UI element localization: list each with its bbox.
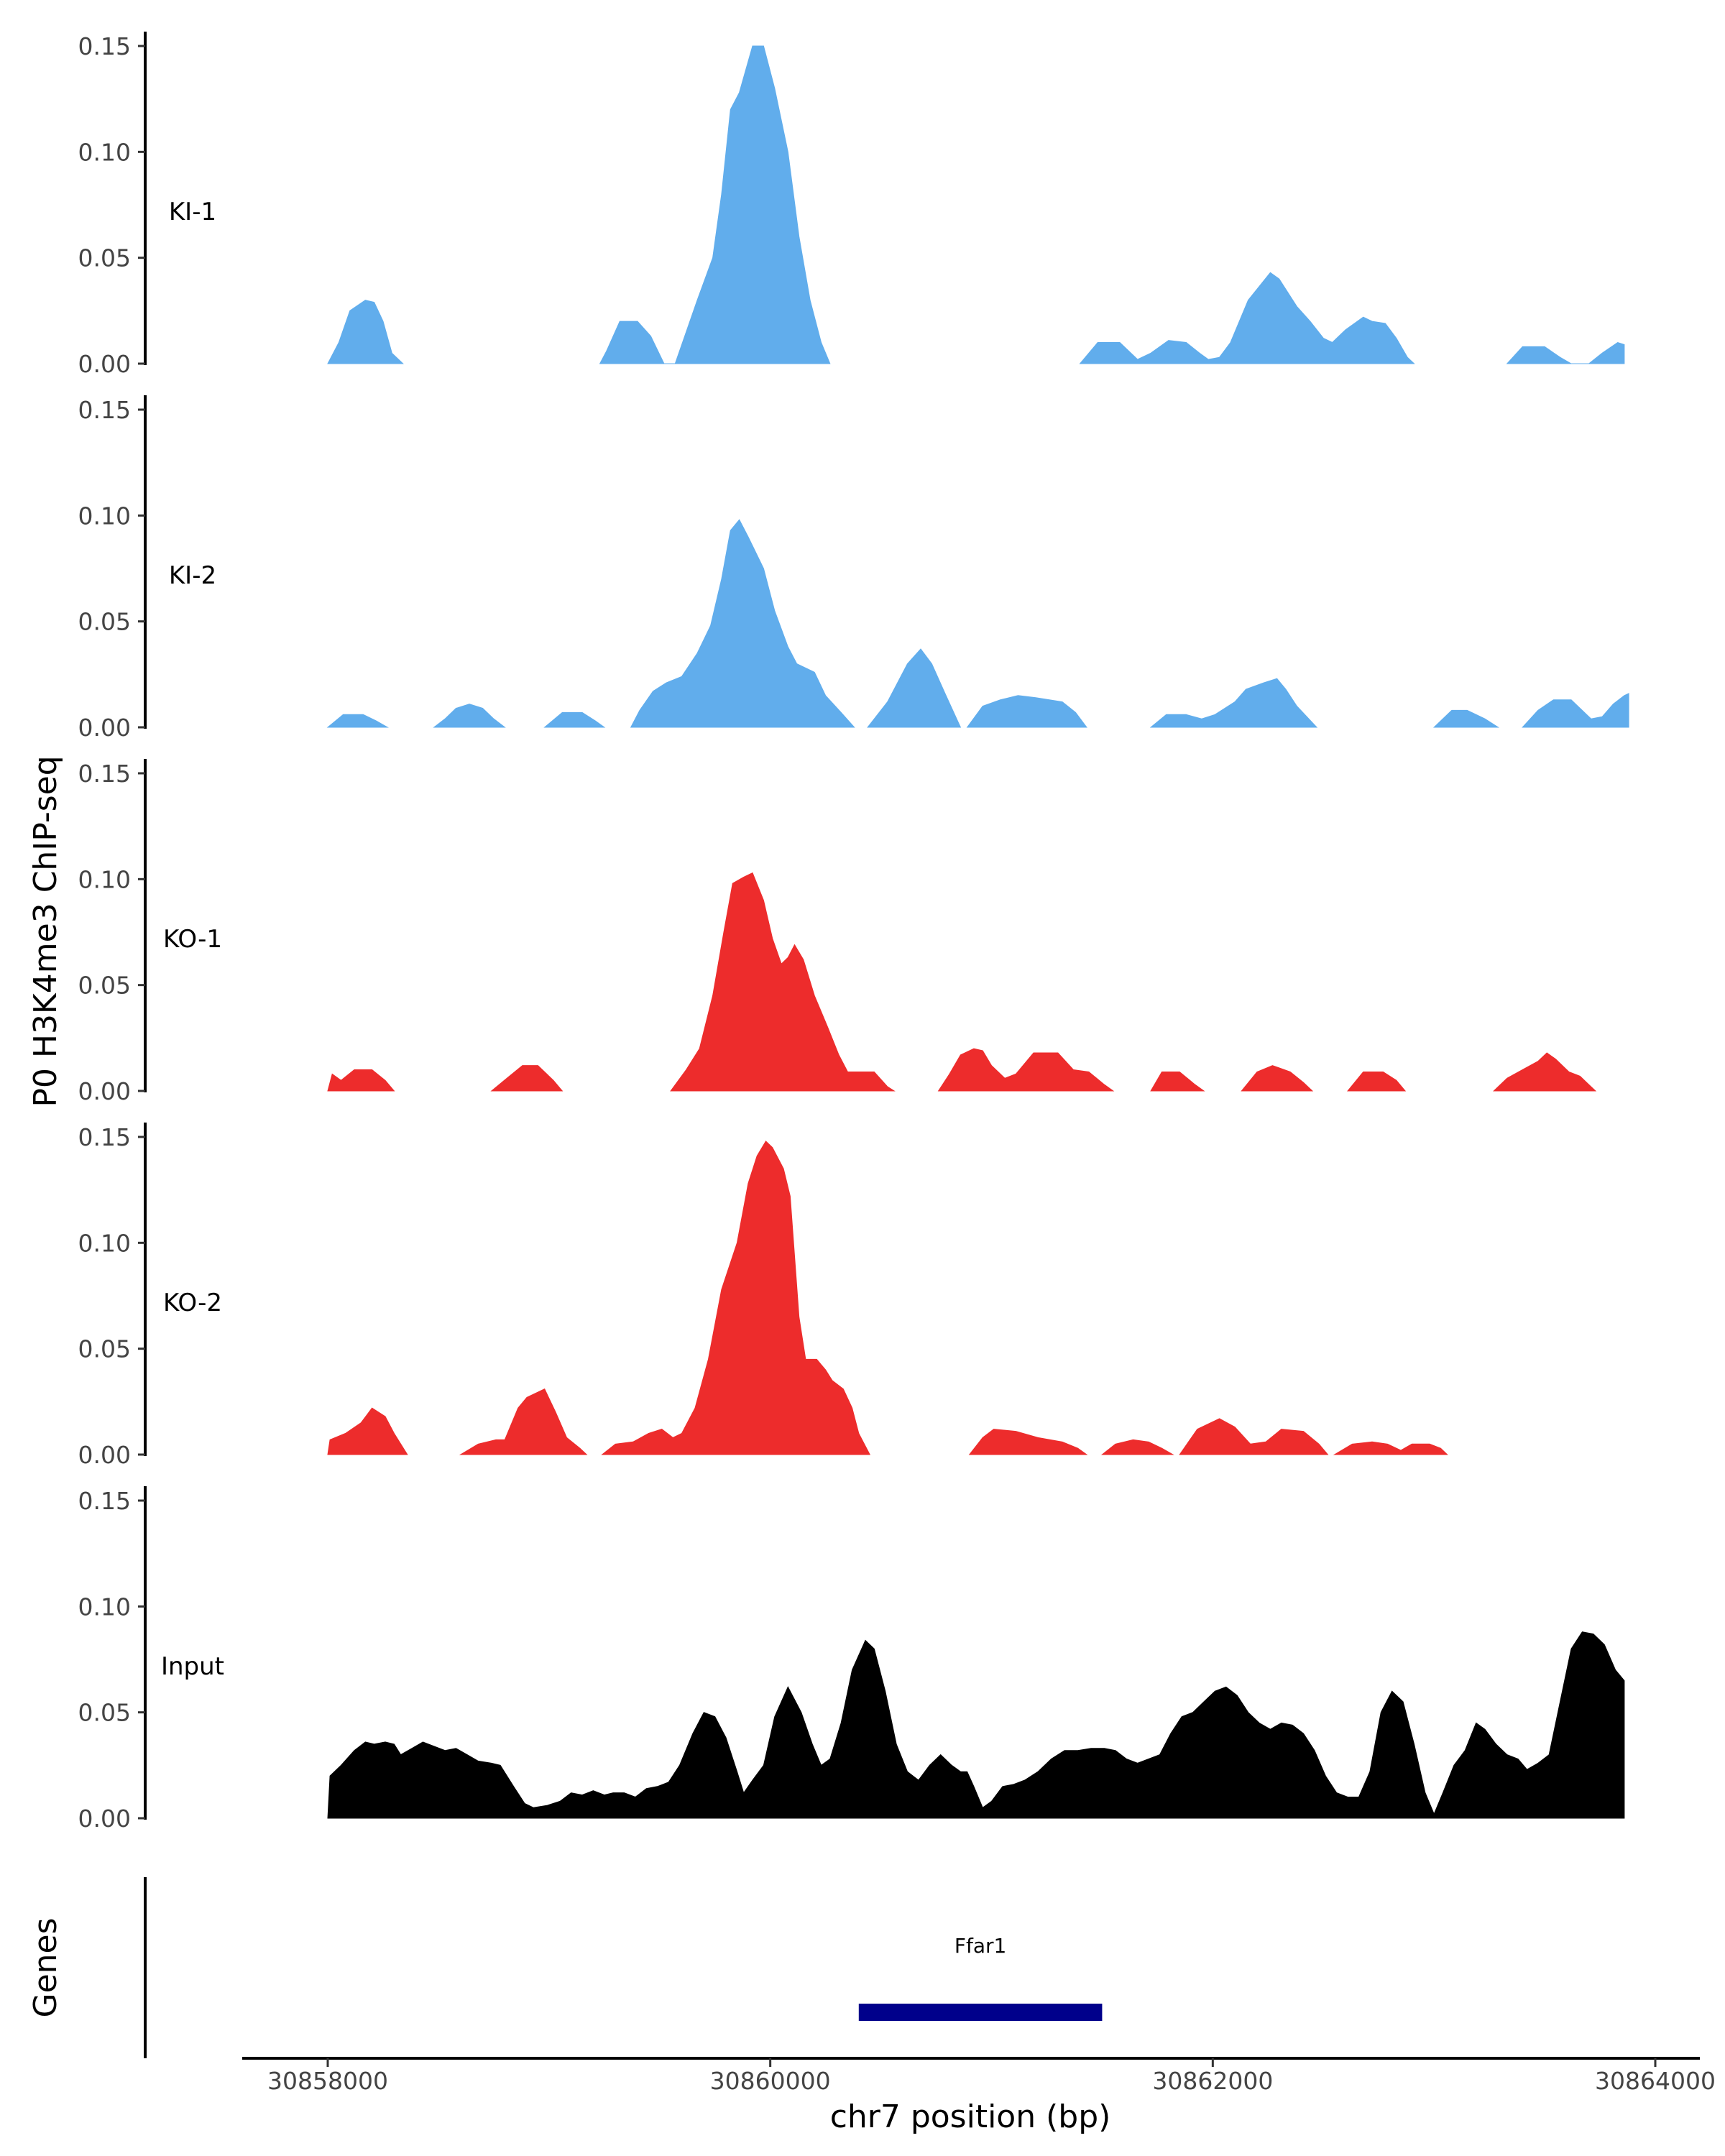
signal-area-ki-2-7 [1149, 678, 1318, 728]
gene-body-ffar1 [858, 2004, 1103, 2021]
signal-area-ko-2-5 [1100, 1439, 1174, 1455]
signal-area-ki-2-2 [433, 704, 506, 728]
signal-area-ko-2-7 [1333, 1441, 1448, 1455]
signal-area-ki-1-4 [1506, 341, 1625, 364]
gene-models: Ffar1 [858, 1934, 1103, 2021]
signal-area-ki-1-3 [1079, 272, 1415, 364]
y-tick-label: 0.15 [78, 760, 131, 788]
y-axis-title: P0 H3K4me3 ChIP-seq [27, 755, 64, 1107]
x-tick-label: 30864000 [1595, 2067, 1716, 2095]
y-tick-label: 0.00 [78, 1441, 131, 1469]
signal-area-ko-1-1 [327, 1069, 395, 1092]
signal-area-ki-2-1 [326, 714, 389, 728]
x-tick-label: 30862000 [1152, 2067, 1273, 2095]
x-axis-ticks: 30858000 30860000 30862000 30864000 [267, 2058, 1716, 2095]
x-tick-label: 30860000 [710, 2067, 831, 2095]
signal-area-ki-1-1 [327, 300, 404, 364]
signal-area-ki-2-3 [543, 711, 606, 728]
signal-area-ko-1-3 [670, 872, 896, 1092]
y-tick-label: 0.10 [78, 138, 131, 166]
y-tick-label: 0.15 [78, 396, 131, 424]
signal-area-ko-2-2 [459, 1388, 588, 1455]
signal-area-ko-2-3 [601, 1141, 871, 1455]
track-ki-1: 0.00 0.05 0.10 0.15 KI-1 [78, 32, 1625, 378]
track-ko-1: 0.00 0.05 0.10 0.15 KO-1 [78, 759, 1597, 1105]
y-tick-label: 0.05 [78, 1699, 131, 1727]
y-tick-label: 0.05 [78, 244, 131, 272]
track-label: KI-2 [169, 561, 216, 590]
y-tick-label: 0.15 [78, 32, 131, 60]
x-axis: 30858000 30860000 30862000 30864000 chr7 po… [242, 2057, 1716, 2135]
y-tick-label: 0.00 [78, 1077, 131, 1105]
signal-area-ko-1-6 [1241, 1065, 1314, 1092]
gene-label-ffar1: Ffar1 [954, 1934, 1006, 1958]
signal-area-ko-1-2 [490, 1065, 564, 1092]
gene-track: Genes Ffar1 [27, 1877, 1103, 2058]
y-tick-label: 0.05 [78, 1335, 131, 1363]
track-label: KO-2 [163, 1289, 222, 1317]
signal-area-ki-2-9 [1522, 693, 1629, 728]
signal-area-ko-1-4 [937, 1048, 1115, 1092]
track-label: KI-1 [169, 198, 216, 226]
gene-track-label: Genes [27, 1917, 64, 2017]
signal-tracks: 0.00 0.05 0.10 0.15 KI-1 0.00 0.05 0.10 0.15 KI-2… [78, 32, 1629, 1833]
track-label: Input [161, 1652, 224, 1681]
x-tick-label: 30858000 [267, 2067, 388, 2095]
x-axis-title: chr7 position (bp) [830, 2099, 1111, 2135]
y-tick-label: 0.10 [78, 1593, 131, 1621]
track-ki-2: 0.00 0.05 0.10 0.15 KI-2 [78, 395, 1629, 742]
signal-area-ki-1-2 [599, 45, 831, 364]
track-ko-2: 0.00 0.05 0.10 0.15 KO-2 [78, 1123, 1448, 1469]
signal-area-ko-1-8 [1493, 1052, 1597, 1092]
signal-area-ki-2-5 [867, 648, 962, 728]
signal-area-ko-2-1 [327, 1407, 408, 1455]
y-tick-label: 0.10 [78, 502, 131, 530]
signal-area-ko-2-4 [968, 1429, 1088, 1455]
signal-area-ki-2-8 [1432, 709, 1500, 728]
y-tick-label: 0.10 [78, 865, 131, 893]
y-tick-label: 0.00 [78, 350, 131, 378]
signal-area-ko-1-7 [1347, 1072, 1407, 1092]
y-tick-label: 0.15 [78, 1487, 131, 1515]
y-tick-label: 0.05 [78, 972, 131, 1000]
signal-area-input-1 [327, 1631, 1625, 1819]
y-tick-label: 0.05 [78, 608, 131, 636]
signal-area-ko-2-6 [1179, 1418, 1329, 1455]
track-label: KO-1 [163, 925, 222, 954]
y-tick-label: 0.10 [78, 1229, 131, 1257]
y-tick-label: 0.00 [78, 1805, 131, 1833]
signal-area-ko-1-5 [1150, 1072, 1205, 1092]
track-input: 0.00 0.05 0.10 0.15 Input [78, 1486, 1625, 1833]
signal-area-ki-2-6 [966, 695, 1087, 728]
signal-area-ki-2-4 [630, 519, 855, 728]
y-tick-label: 0.15 [78, 1123, 131, 1151]
y-tick-label: 0.00 [78, 714, 131, 742]
